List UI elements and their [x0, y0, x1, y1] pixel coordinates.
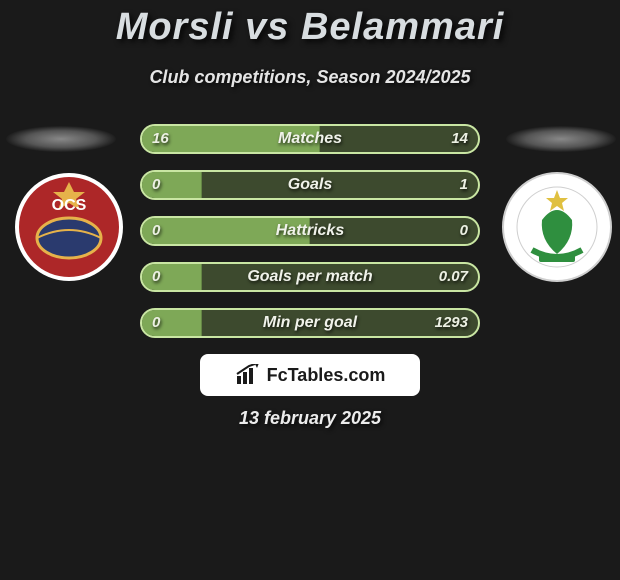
crest-shadow-right	[506, 126, 616, 152]
stat-row: 16Matches14	[140, 124, 480, 154]
club-crest-right	[502, 172, 612, 282]
stat-value-right: 1	[450, 172, 478, 198]
brand-text: FcTables.com	[267, 365, 386, 386]
club-crest-left: OCS	[14, 172, 124, 282]
stat-label: Goals per match	[142, 264, 478, 290]
crest-shadow-left	[6, 126, 116, 152]
svg-text:OCS: OCS	[52, 197, 87, 214]
stat-row: 0Goals per match0.07	[140, 262, 480, 292]
brand-badge: FcTables.com	[200, 354, 420, 396]
stats-panel: 16Matches140Goals10Hattricks00Goals per …	[140, 124, 480, 354]
stat-row: 0Min per goal1293	[140, 308, 480, 338]
date-label: 13 february 2025	[0, 408, 620, 429]
stat-label: Matches	[142, 126, 478, 152]
stat-value-right: 14	[441, 126, 478, 152]
stat-row: 0Goals1	[140, 170, 480, 200]
stat-row: 0Hattricks0	[140, 216, 480, 246]
chart-icon	[235, 364, 261, 386]
stat-value-right: 1293	[425, 310, 478, 336]
stat-label: Hattricks	[142, 218, 478, 244]
stat-value-right: 0	[450, 218, 478, 244]
stat-label: Goals	[142, 172, 478, 198]
page-title: Morsli vs Belammari	[0, 0, 620, 49]
stat-value-right: 0.07	[429, 264, 478, 290]
subtitle: Club competitions, Season 2024/2025	[0, 49, 620, 88]
